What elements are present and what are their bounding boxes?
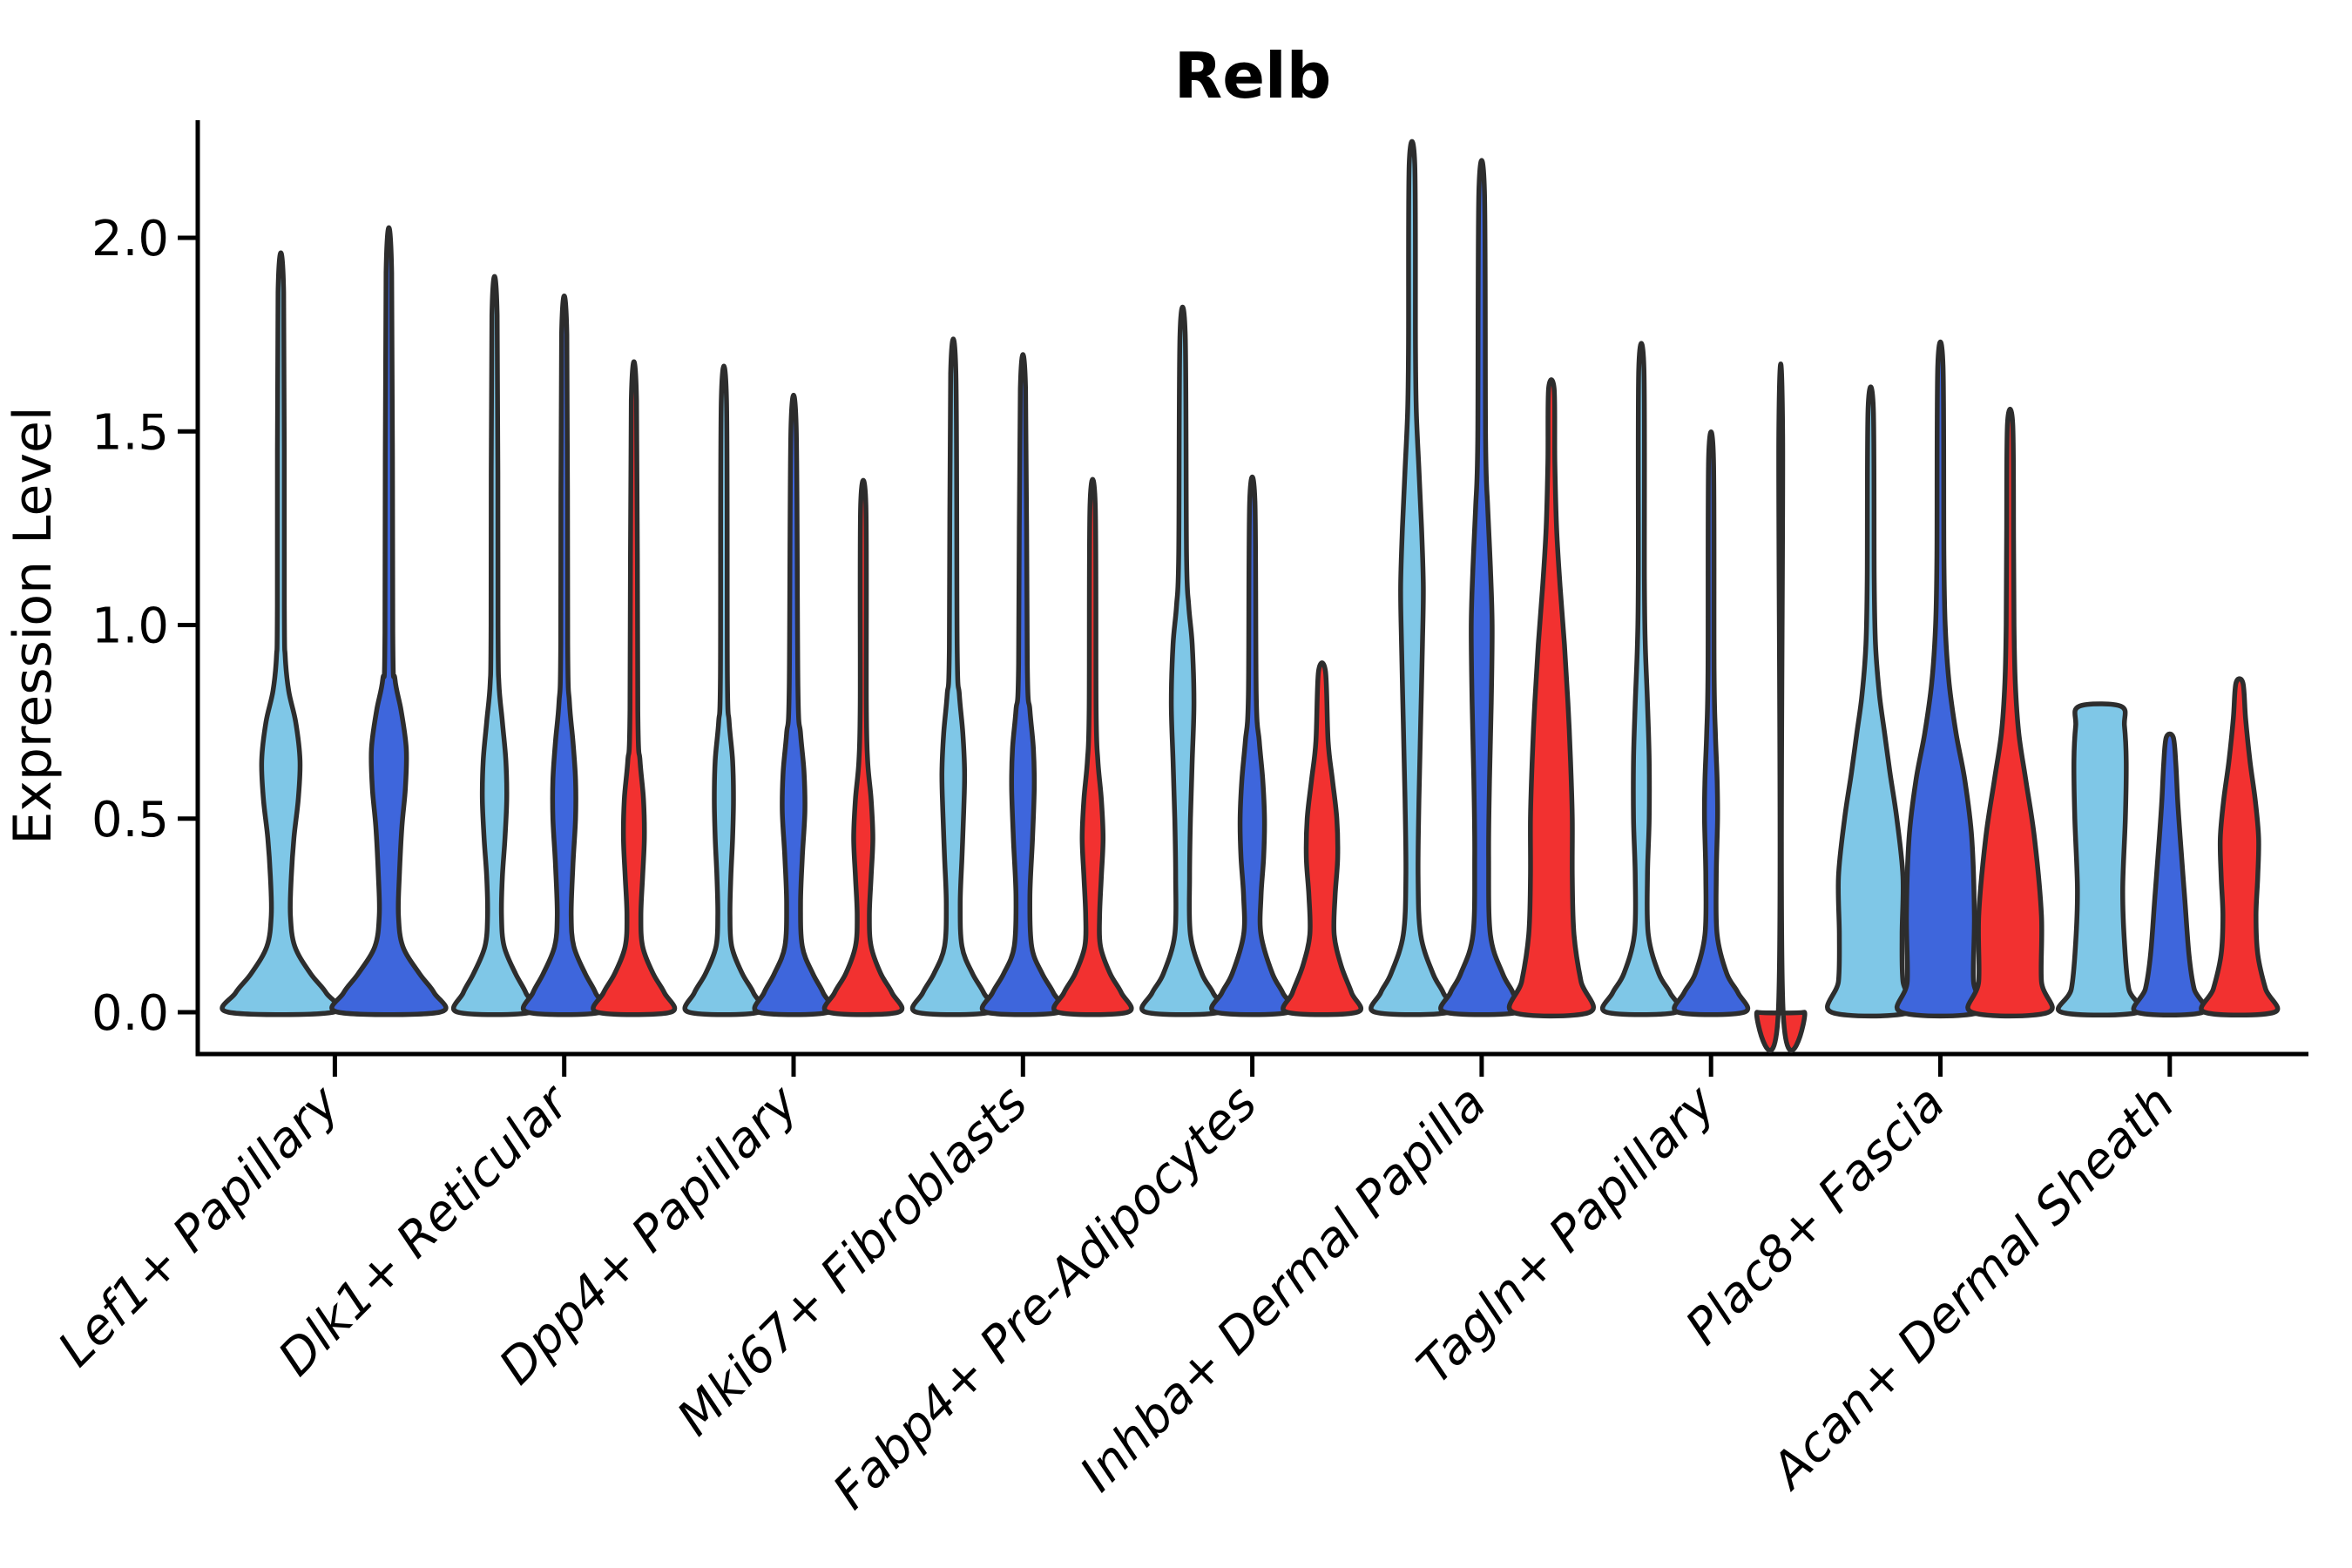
violin-tagln-series2 xyxy=(1672,429,1751,1017)
y-tick-label: 0.5 xyxy=(91,792,169,848)
chart-title: Relb xyxy=(1174,39,1332,112)
violin-fabp4-series2 xyxy=(1209,475,1296,1017)
x-tick-label: Fabp4+ Pre-Adipocytes xyxy=(822,1075,1267,1520)
y-tick-label: 0.0 xyxy=(91,985,169,1042)
violin-tagln-series1 xyxy=(1599,341,1683,1017)
violin-inhba-series3 xyxy=(1506,377,1596,1019)
violin-dlk1-series3 xyxy=(591,359,678,1017)
violin-mki67-series1 xyxy=(909,336,997,1017)
violin-dpp4-series1 xyxy=(682,363,766,1017)
violin-dlk1-series2 xyxy=(520,293,608,1017)
violin-plac8-series3 xyxy=(1965,406,2055,1019)
violin-mki67-series3 xyxy=(1051,476,1134,1017)
y-tick-label: 2.0 xyxy=(91,211,169,267)
y-tick-label: 1.5 xyxy=(91,404,169,461)
violin-dpp4-series3 xyxy=(821,477,905,1017)
violin-acan-series1 xyxy=(2055,701,2145,1018)
violin-acan-series2 xyxy=(2131,731,2208,1018)
violin-tagln-series3 xyxy=(1754,362,1808,1053)
violin-lef1-series1 xyxy=(220,250,342,1017)
y-axis-title: Expression Level xyxy=(3,406,64,844)
violin-inhba-series1 xyxy=(1369,139,1456,1017)
violin-plac8-series2 xyxy=(1894,340,1987,1019)
x-tick-label: Acan+ Dermal Sheath xyxy=(1760,1075,2186,1501)
violin-mki67-series2 xyxy=(979,352,1066,1017)
violin-plac8-series1 xyxy=(1825,384,1916,1019)
violin-dlk1-series1 xyxy=(450,274,538,1017)
violin-fabp4-series1 xyxy=(1139,304,1227,1017)
violin-acan-series3 xyxy=(2199,676,2281,1018)
violin-fabp4-series3 xyxy=(1281,660,1364,1017)
y-tick-label: 1.0 xyxy=(91,598,169,655)
violin-lef1-series2 xyxy=(329,225,449,1017)
violin-inhba-series2 xyxy=(1438,158,1525,1017)
x-tick-label: Inhba+ Dermal Papilla xyxy=(1070,1075,1497,1503)
violin-dpp4-series2 xyxy=(752,393,835,1017)
